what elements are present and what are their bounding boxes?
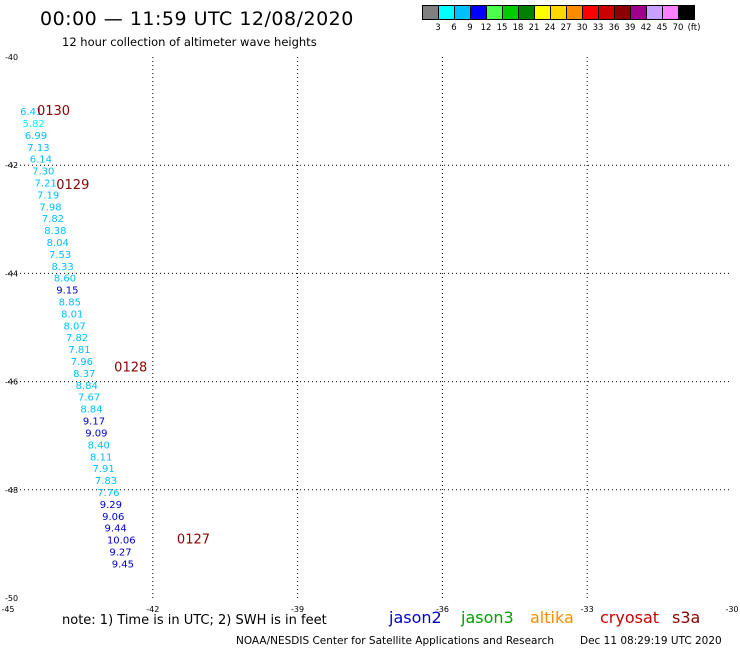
wave-height-label: 8.84	[80, 405, 102, 416]
time-label: 0128	[114, 360, 147, 375]
legend-label: 39	[624, 23, 636, 33]
wave-height-label: 7.91	[92, 464, 114, 475]
wave-height-label: 6.99	[25, 131, 47, 142]
time-label: 0130	[37, 104, 70, 119]
satellite-name: s3a	[672, 608, 701, 627]
wave-height-label: 10.06	[107, 536, 136, 547]
legend-label: 24	[544, 23, 556, 33]
wave-height-label: 9.15	[56, 286, 78, 297]
wave-height-label: 7.81	[68, 345, 90, 356]
y-tick-label: -40	[5, 53, 18, 62]
wave-height-label: 8.07	[64, 321, 86, 332]
legend-label: 18	[512, 23, 524, 33]
legend-label: 15	[496, 23, 508, 33]
legend-swatch	[678, 5, 695, 20]
x-tick-label: -36	[436, 605, 449, 614]
time-label: 0129	[56, 178, 89, 193]
wave-height-label: 5.82	[22, 119, 44, 130]
wave-height-label: 9.27	[109, 547, 131, 558]
wave-height-label: 9.17	[83, 417, 105, 428]
wave-height-label: 7.98	[39, 202, 61, 213]
wave-height-label: 8.11	[90, 452, 112, 463]
satellite-name: jason2	[389, 608, 442, 627]
legend-label: 45	[656, 23, 668, 33]
legend-label: 42	[640, 23, 652, 33]
footnote: note: 1) Time is in UTC; 2) SWH is in fe…	[62, 613, 327, 628]
satellite-name: cryosat	[600, 608, 660, 627]
credit-line: NOAA/NESDIS Center for Satellite Applica…	[236, 635, 554, 647]
legend-label: 12	[480, 23, 492, 33]
wave-height-label: 6.14	[30, 155, 52, 166]
legend-unit: (ft)	[687, 23, 701, 33]
legend-label: 36	[608, 23, 620, 33]
wave-height-label: 8.84	[76, 381, 98, 392]
wave-height-label: 8.60	[54, 274, 76, 285]
satellite-name: altika	[530, 608, 574, 627]
wave-height-label: 7.96	[71, 357, 93, 368]
y-tick-label: -44	[5, 269, 18, 278]
wave-height-label: 7.76	[97, 488, 119, 499]
wave-height-label: 7.82	[66, 333, 88, 344]
x-tick-label: -42	[146, 605, 159, 614]
y-tick-label: -42	[5, 161, 18, 170]
wave-height-label: 9.29	[100, 500, 122, 511]
wave-height-label: 7.19	[37, 190, 59, 201]
generation-time: Dec 11 08:29:19 UTC 2020	[580, 635, 722, 647]
color-legend	[422, 5, 695, 20]
wave-height-label: 8.01	[61, 309, 83, 320]
legend-label: 21	[528, 23, 540, 33]
wave-height-label: 8.37	[73, 369, 95, 380]
legend-label: 30	[576, 23, 588, 33]
wave-height-label: 8.38	[44, 226, 66, 237]
wave-height-label: 8.85	[59, 298, 81, 309]
wave-height-label: 7.82	[42, 214, 64, 225]
x-tick-label: -39	[291, 605, 304, 614]
wave-height-label: 9.09	[85, 428, 107, 439]
wave-height-label: 6.41	[20, 107, 42, 118]
y-tick-label: -50	[5, 594, 18, 603]
x-tick-label: -30	[725, 605, 738, 614]
legend-label: 3	[435, 23, 441, 33]
time-label: 0127	[177, 532, 210, 547]
map-subtitle: 12 hour collection of altimeter wave hei…	[62, 35, 317, 49]
satellite-name: jason3	[461, 608, 514, 627]
legend-label: 33	[592, 23, 604, 33]
y-tick-label: -46	[5, 378, 18, 387]
map-title: 00:00 — 11:59 UTC 12/08/2020	[40, 8, 354, 30]
legend-label: 9	[467, 23, 473, 33]
x-tick-label: -45	[1, 605, 14, 614]
wave-height-label: 7.53	[49, 250, 71, 261]
wave-height-label: 7.30	[32, 167, 54, 178]
wave-height-label: 7.21	[35, 179, 57, 190]
wave-height-label: 7.83	[95, 476, 117, 487]
wave-height-label: 8.40	[88, 440, 110, 451]
wave-height-label: 8.33	[51, 262, 73, 273]
legend-label: 70	[672, 23, 684, 33]
legend-label: 27	[560, 23, 572, 33]
x-tick-label: -33	[581, 605, 594, 614]
wave-height-label: 8.04	[47, 238, 69, 249]
wave-height-label: 9.45	[112, 559, 134, 570]
legend-label: 6	[451, 23, 457, 33]
wave-height-label: 7.67	[78, 393, 100, 404]
wave-height-label: 9.44	[105, 524, 127, 535]
y-tick-label: -48	[5, 486, 18, 495]
wave-height-label: 7.13	[27, 143, 49, 154]
wave-height-label: 9.06	[102, 512, 124, 523]
